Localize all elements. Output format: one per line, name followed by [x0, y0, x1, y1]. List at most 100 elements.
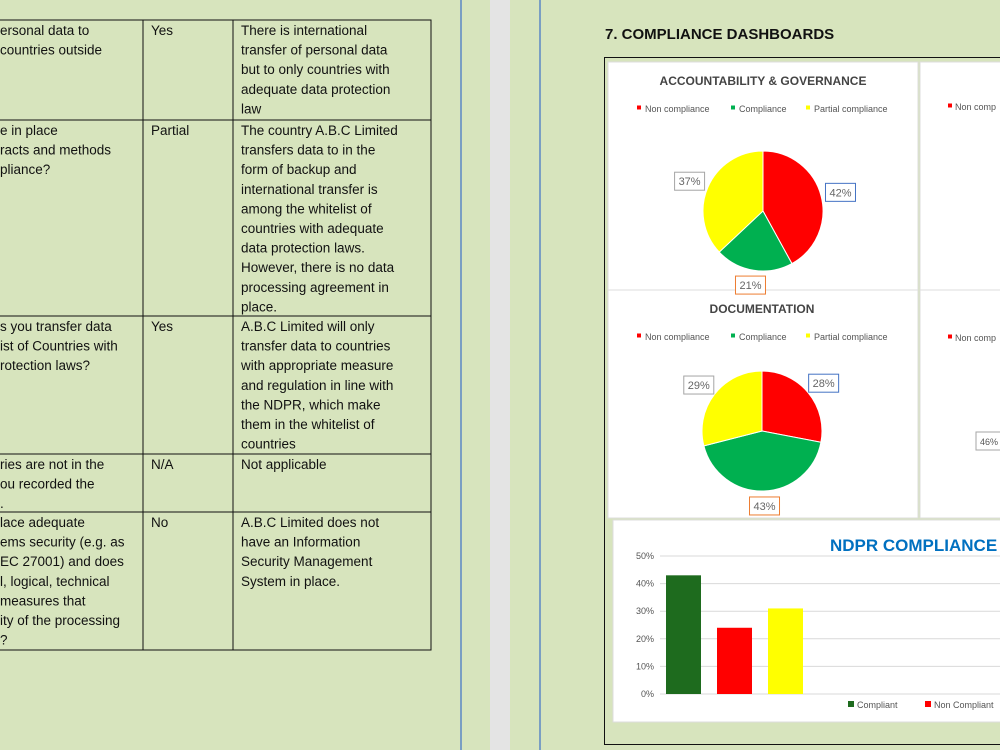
- bar: [768, 608, 803, 694]
- legend-text: Compliance: [739, 104, 787, 114]
- cell-text: them in the whitelist of: [241, 417, 375, 432]
- chart-panel: [919, 61, 1000, 291]
- cell-text: measures that: [0, 593, 86, 608]
- chart-title: DOCUMENTATION: [710, 302, 815, 316]
- legend-text: Non compliance: [645, 332, 710, 342]
- cell-text: have an Information: [241, 535, 360, 550]
- cell-text: l, logical, technical: [0, 574, 110, 589]
- cell-text: lace adequate: [0, 515, 85, 530]
- cell-text: countries with adequate: [241, 221, 384, 236]
- cell-text: N/A: [151, 457, 174, 472]
- data-label: 21%: [739, 280, 761, 292]
- legend-text: Non comp: [955, 102, 996, 112]
- cell-text: A.B.C Limited will only: [241, 319, 375, 334]
- legend-swatch: [806, 105, 810, 110]
- cell-text: racts and methods: [0, 143, 111, 158]
- cell-text: Partial: [151, 123, 189, 138]
- data-label: 46%: [980, 437, 998, 447]
- cell-text: System in place.: [241, 574, 340, 589]
- cell-text: pliance?: [0, 162, 50, 177]
- cell-text: ries are not in the: [0, 457, 104, 472]
- y-tick-label: 10%: [636, 661, 654, 671]
- cell-text: A.B.C Limited does not: [241, 515, 379, 530]
- legend-text: Compliant: [857, 700, 898, 710]
- chart-title: ACCOUNTABILITY & GOVERNANCE: [660, 74, 867, 88]
- cell-text: place.: [241, 299, 277, 314]
- pie-slice: [761, 370, 823, 443]
- cell-text: There is international: [241, 23, 367, 38]
- data-label: 42%: [829, 187, 851, 199]
- legend-text: Partial compliance: [814, 332, 888, 342]
- cell-text: s you transfer data: [0, 319, 112, 334]
- cell-text: ersonal data to: [0, 23, 89, 38]
- cell-text: ou recorded the: [0, 477, 95, 492]
- legend-swatch: [948, 334, 952, 339]
- legend-swatch: [731, 333, 735, 338]
- data-label: 43%: [753, 501, 775, 513]
- legend-text: Non compliance: [645, 104, 710, 114]
- y-tick-label: 20%: [636, 634, 654, 644]
- data-label-box: [975, 431, 1000, 451]
- cell-text: The country A.B.C Limited: [241, 123, 398, 138]
- legend-swatch: [637, 105, 641, 110]
- data-label: 28%: [813, 378, 835, 390]
- table-border: [0, 19, 432, 651]
- legend-swatch: [925, 701, 931, 707]
- y-tick-label: 0%: [641, 689, 654, 699]
- cell-text: and regulation in line with: [241, 378, 393, 393]
- legend-swatch: [637, 333, 641, 338]
- cell-text: transfer data to countries: [241, 339, 391, 354]
- pie-slice: [702, 150, 764, 253]
- pie-slice: [762, 150, 824, 265]
- cell-text: processing agreement in: [241, 280, 389, 295]
- cell-text: ems security (e.g. as: [0, 535, 125, 550]
- cell-text: transfers data to in the: [241, 143, 375, 158]
- legend-swatch: [731, 105, 735, 110]
- cell-text: among the whitelist of: [241, 201, 372, 216]
- legend-swatch: [848, 701, 854, 707]
- pie-slice: [703, 430, 822, 492]
- cell-text: However, there is no data: [241, 260, 395, 275]
- cell-text: the NDPR, which make: [241, 397, 381, 412]
- cell-text: ist of Countries with: [0, 339, 118, 354]
- cell-text: international transfer is: [241, 182, 378, 197]
- cell-text: No: [151, 515, 168, 530]
- cell-text: form of backup and: [241, 162, 357, 177]
- y-tick-label: 30%: [636, 606, 654, 616]
- cell-text: countries: [241, 437, 296, 452]
- legend-swatch: [948, 103, 952, 108]
- cell-text: rotection laws?: [0, 358, 90, 373]
- pie-slice: [701, 370, 763, 447]
- cell-text: data protection laws.: [241, 241, 365, 256]
- cell-text: e in place: [0, 123, 58, 138]
- cell-text: ity of the processing: [0, 613, 120, 628]
- legend-swatch: [806, 333, 810, 338]
- cell-text: countries outside: [0, 43, 102, 58]
- bar: [717, 627, 752, 694]
- legend-text: Partial compliance: [814, 104, 888, 114]
- cell-text: Security Management: [241, 554, 373, 569]
- data-label-box: [824, 182, 856, 202]
- cell-text: with appropriate measure: [240, 358, 393, 373]
- chart-title: NDPR COMPLIANCE LEVEL: [830, 536, 1000, 555]
- legend-text: Non Compliant: [934, 700, 994, 710]
- cell-text: Yes: [151, 319, 173, 334]
- legend-text: Compliance: [739, 332, 787, 342]
- cell-text: Not applicable: [241, 457, 327, 472]
- pie-slice: [718, 210, 793, 272]
- data-label-box: [749, 496, 781, 516]
- cell-text: ?: [0, 633, 8, 648]
- legend-text: Non comp: [955, 333, 996, 343]
- data-label-box: [674, 171, 706, 191]
- data-label-box: [683, 375, 715, 395]
- cell-text: law: [241, 101, 262, 116]
- y-tick-label: 40%: [636, 579, 654, 589]
- cell-text: but to only countries with: [241, 62, 390, 77]
- cell-text: EC 27001) and does: [0, 554, 124, 569]
- y-tick-label: 50%: [636, 551, 654, 561]
- page-gap: [490, 0, 510, 750]
- data-label-box: [734, 275, 766, 295]
- bar: [666, 575, 701, 694]
